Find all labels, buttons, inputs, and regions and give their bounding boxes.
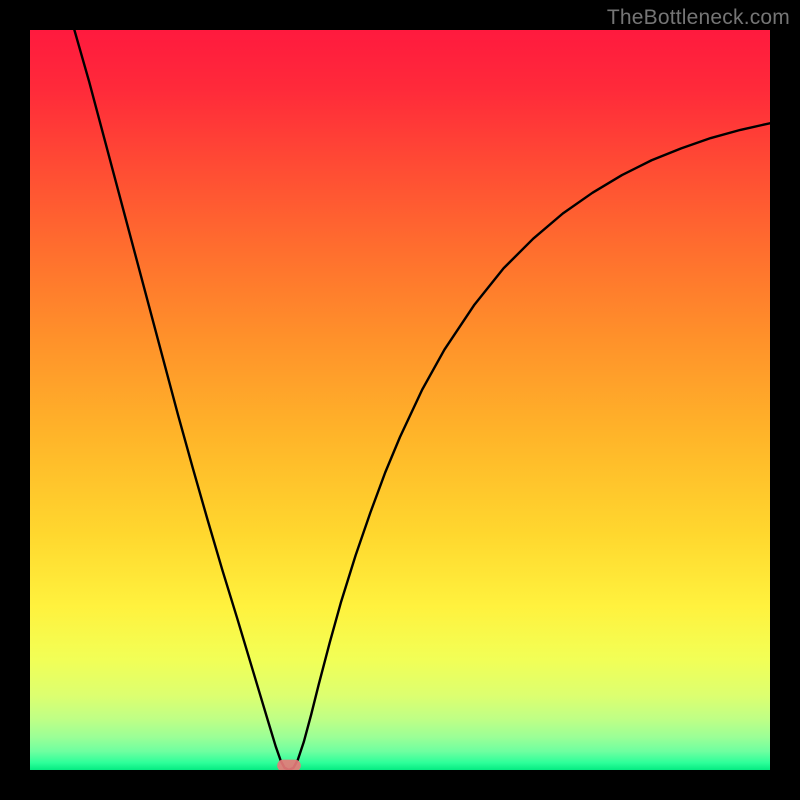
plot-svg xyxy=(30,30,770,770)
watermark-text: TheBottleneck.com xyxy=(607,6,790,30)
optimum-marker xyxy=(277,760,301,770)
plot-area xyxy=(30,30,770,770)
chart-container: TheBottleneck.com xyxy=(0,0,800,800)
plot-background xyxy=(30,30,770,770)
